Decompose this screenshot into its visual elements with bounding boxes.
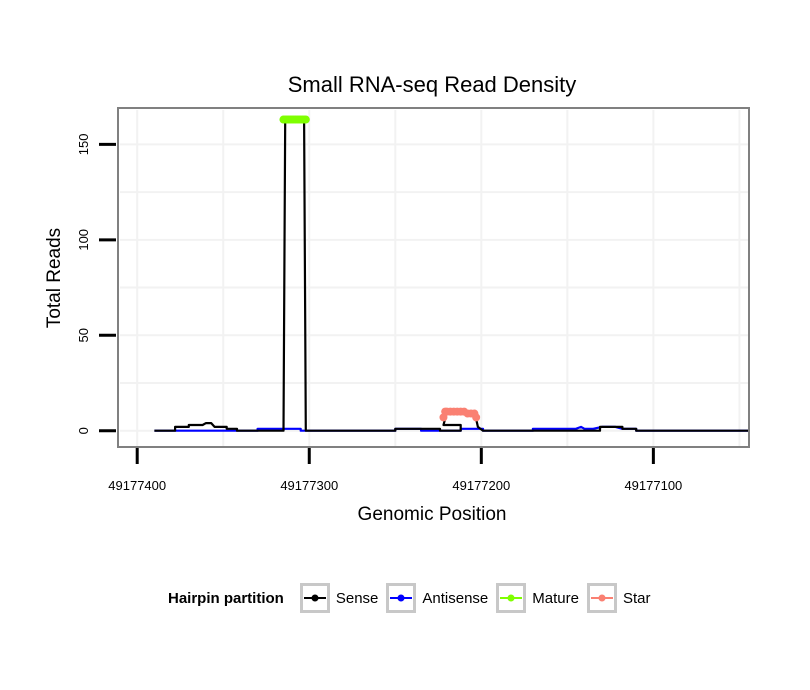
x-tick-label: 49177400 xyxy=(108,478,166,493)
legend-label: Mature xyxy=(532,589,579,607)
legend-label: Sense xyxy=(335,589,379,607)
legend-swatch xyxy=(303,594,326,602)
legend-label: Antisense xyxy=(422,589,489,607)
legend-key-mature xyxy=(496,583,527,613)
axes: 49177400 49177300 49177200 49177100 0 50 100 15… xyxy=(76,134,682,493)
sense-line xyxy=(154,118,748,432)
y-tick-label: 150 xyxy=(76,134,91,156)
legend-item-star: Star xyxy=(586,583,651,613)
legend-swatch xyxy=(500,594,523,602)
legend-swatch-point xyxy=(397,594,405,602)
legend-swatch-point xyxy=(507,594,515,602)
legend-item-antisense: Antisense xyxy=(386,583,488,613)
legend-title: Hairpin partition xyxy=(168,589,284,607)
x-tick-label: 49177200 xyxy=(452,478,510,493)
legend-swatch-point xyxy=(311,594,319,602)
x-axis-label: Genomic Position xyxy=(358,504,507,525)
x-tick-label: 49177100 xyxy=(624,478,682,493)
legend-key-antisense xyxy=(386,583,417,613)
series-mature xyxy=(279,115,310,124)
grid-lines xyxy=(120,110,748,446)
legend-swatch xyxy=(390,594,413,602)
y-tick-label: 100 xyxy=(76,229,91,251)
series-layer xyxy=(154,115,748,432)
y-tick-label: 0 xyxy=(76,427,91,434)
legend-swatch-point xyxy=(598,594,606,602)
legend-swatch xyxy=(590,594,613,602)
legend-item-sense: Sense xyxy=(299,583,379,613)
y-axis-label: Total Reads xyxy=(44,228,65,328)
series-sense xyxy=(154,118,748,432)
y-tick-label: 50 xyxy=(76,328,91,342)
legend-item-mature: Mature xyxy=(496,583,579,613)
series-star xyxy=(439,407,481,422)
legend-label: Star xyxy=(622,589,651,607)
x-tick-label: 49177300 xyxy=(280,478,338,493)
chart-title: Small RNA-seq Read Density xyxy=(288,72,577,97)
legend-key-sense xyxy=(299,583,330,613)
mature-point xyxy=(301,115,310,124)
star-point xyxy=(472,413,481,422)
legend: Hairpin partition Sense Antisense Mature St… xyxy=(168,578,658,618)
legend-key-star xyxy=(586,583,617,613)
plot-panel-border xyxy=(117,107,750,448)
